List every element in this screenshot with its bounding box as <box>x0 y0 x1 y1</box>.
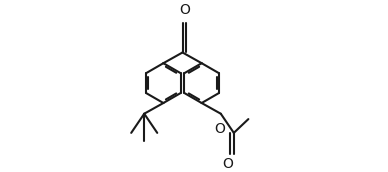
Text: O: O <box>214 122 225 136</box>
Text: O: O <box>222 157 233 171</box>
Text: O: O <box>179 3 190 17</box>
